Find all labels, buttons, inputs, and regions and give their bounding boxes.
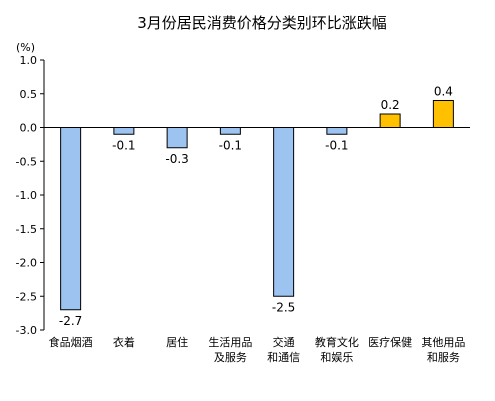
data-label: -2.5 [272,300,295,314]
y-ticks: 1.0 0.5 0.0 -0.5 -1.0 -1.5 -2.0 -2.5 -3.0 [16,54,44,337]
bar [326,127,348,135]
data-labels: -2.7 -0.1 -0.3 -0.1 -2.5 -0.1 0.2 0.4 [59,85,453,328]
bar [379,113,401,128]
data-label: -2.7 [59,314,82,328]
bar [273,127,295,297]
chart-title: 3月份居民消费价格分类别环比涨跌幅 [137,14,387,32]
y-tick-label: -0.5 [16,155,37,168]
category-label: 和娱乐 [320,350,353,364]
category-label: 医疗保健 [368,335,412,349]
bar [432,100,454,128]
category-label: 衣着 [113,335,135,349]
data-label: -0.1 [325,138,348,152]
bar [219,127,241,135]
y-tick-label: -2.0 [16,257,37,270]
data-label: 0.4 [434,85,453,99]
bar [113,127,135,135]
category-label: 交通 [273,335,295,349]
y-tick-label: 1.0 [20,54,38,67]
y-tick-label: 0.5 [20,88,38,101]
y-tick-label: -1.0 [16,189,37,202]
data-label: 0.2 [381,98,400,112]
y-tick-label: -2.5 [16,290,37,303]
data-label: -0.1 [112,138,135,152]
category-label: 和服务 [427,351,460,364]
category-label: 生活用品 [208,335,252,349]
category-label: 其他用品 [421,336,465,349]
y-tick-label: 0.0 [20,122,38,135]
data-label: -0.1 [219,138,242,152]
category-label: 及服务 [214,351,247,364]
data-label: -0.3 [165,152,188,166]
y-tick-label: -3.0 [16,324,37,337]
y-axis-unit: (%) [16,41,35,54]
category-label: 食品烟酒 [49,335,93,349]
bars [60,100,454,311]
bar [60,127,82,311]
bar [166,127,188,149]
y-tick-label: -1.5 [16,223,37,236]
category-label: 教育文化 [315,335,359,349]
category-label: 居住 [166,335,188,349]
category-label: 和通信 [267,351,300,364]
